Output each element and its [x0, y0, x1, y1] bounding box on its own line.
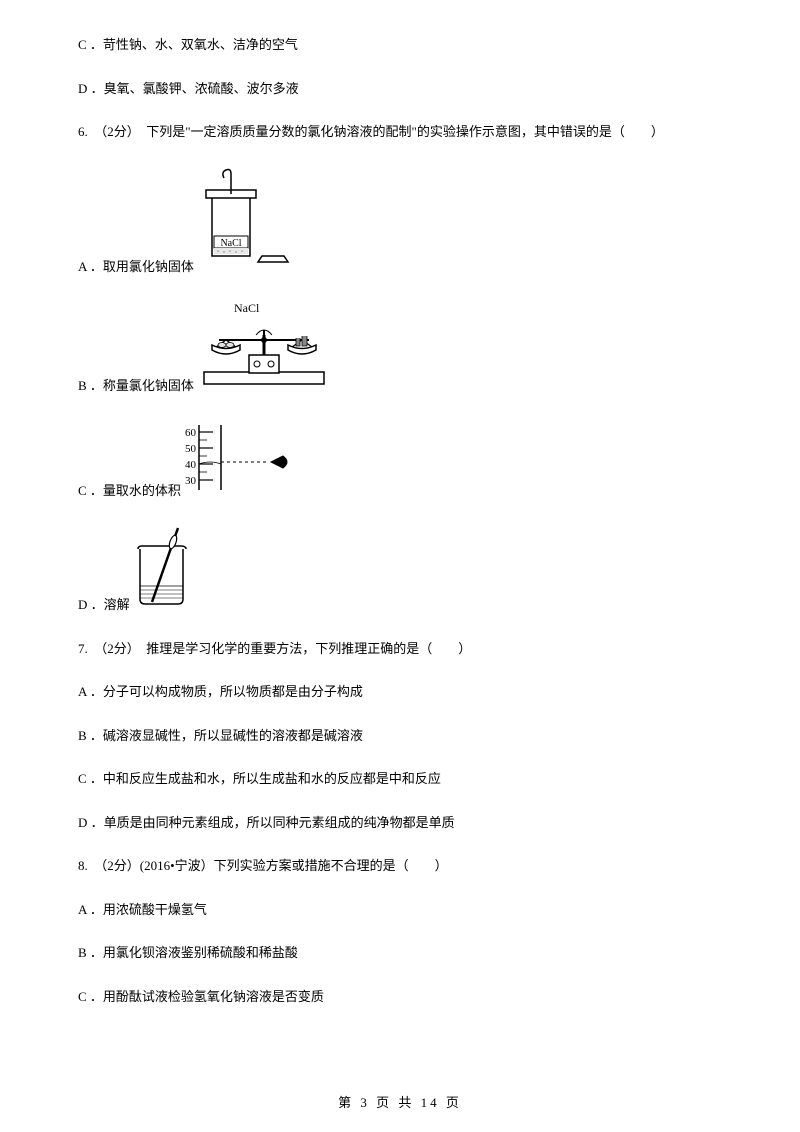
q6-option-b-label: B ．称量氯化钠固体: [78, 376, 194, 396]
tick-40: 40: [185, 459, 197, 471]
q8-option-c: C ．用酚酞试液检验氢氧化钠溶液是否变质: [78, 987, 722, 1007]
q6-option-d-label: D ．溶解: [78, 595, 130, 615]
q7-option-b: B ．碱溶液显碱性，所以显碱性的溶液都是碱溶液: [78, 726, 722, 746]
q6-diagram-c-cylinder-icon: 60 50 40 30: [181, 420, 301, 501]
q8-stem: 8. （2分）(2016•宁波）下列实验方案或措施不合理的是（ ）: [78, 856, 722, 876]
q6-diagram-b-balance-icon: NaCl: [194, 300, 334, 396]
q6-option-c-label: C ．量取水的体积: [78, 481, 181, 501]
q6-diagram-a-bottle-icon: NaCl: [194, 166, 294, 277]
q7-stem: 7. （2分） 推理是学习化学的重要方法，下列推理正确的是（ ）: [78, 639, 722, 659]
page-footer: 第 3 页 共 14 页: [0, 1093, 800, 1113]
q7-option-c: C ．中和反应生成盐和水，所以生成盐和水的反应都是中和反应: [78, 769, 722, 789]
q8-option-a: A ．用浓硫酸干燥氢气: [78, 900, 722, 920]
tick-30: 30: [185, 475, 197, 487]
q7-option-d: D ．单质是由同种元素组成，所以同种元素组成的纯净物都是单质: [78, 813, 722, 833]
q6-diagram-d-beaker-icon: [130, 524, 200, 615]
nacl-label-b: NaCl: [234, 301, 260, 315]
q6-option-a-label: A ．取用氯化钠固体: [78, 257, 194, 277]
nacl-label: NaCl: [220, 238, 241, 249]
q7-option-a: A ．分子可以构成物质，所以物质都是由分子构成: [78, 682, 722, 702]
q6-option-d-row: D ．溶解: [78, 524, 722, 615]
q6-option-a-row: A ．取用氯化钠固体 NaCl: [78, 166, 722, 277]
q5-option-c: C ．苛性钠、水、双氧水、洁净的空气: [78, 35, 722, 55]
q5-option-d: D ．臭氧、氯酸钾、浓硫酸、波尔多液: [78, 79, 722, 99]
tick-50: 50: [185, 443, 197, 455]
q8-option-b: B ．用氯化钡溶液鉴别稀硫酸和稀盐酸: [78, 943, 722, 963]
q6-stem: 6. （2分） 下列是"一定溶质质量分数的氯化钠溶液的配制"的实验操作示意图，其…: [78, 122, 722, 142]
tick-60: 60: [185, 427, 197, 439]
q6-option-c-row: C ．量取水的体积 60 50 40 30: [78, 420, 722, 501]
q6-option-b-row: B ．称量氯化钠固体 NaCl: [78, 300, 722, 396]
